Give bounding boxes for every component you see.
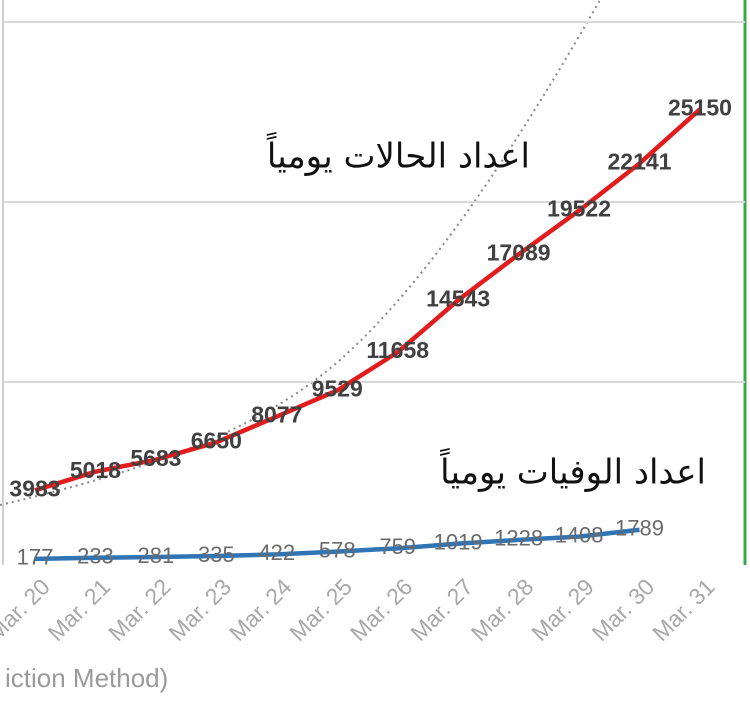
data-label: 1408 [555,522,604,547]
data-label: 335 [198,542,235,567]
data-label: 17089 [487,239,551,265]
data-label: 759 [379,534,416,559]
data-label: 19522 [547,196,611,222]
series-line [34,527,640,562]
annotation: اعداد الحالات يومياً [266,131,530,176]
data-label: 5018 [70,457,121,483]
annotation: اعداد الوفيات يومياً [439,447,706,492]
data-label: 1019 [434,529,483,554]
data-label: 25150 [668,94,732,120]
data-label: 22141 [608,149,672,175]
data-label: 1228 [494,526,543,551]
series-line [34,107,702,493]
data-label: 281 [138,543,175,568]
data-label: 11658 [366,337,429,363]
data-label: 422 [258,540,295,565]
data-label: 14543 [426,285,490,311]
data-label: 3983 [9,475,60,501]
data-label: 1789 [615,516,664,541]
data-label: 8077 [251,402,302,428]
data-label: 233 [77,544,114,569]
data-label: 578 [319,537,356,562]
data-label: 9529 [312,376,363,402]
trend-line [0,0,601,506]
data-label: 6650 [191,427,242,453]
x-axis-title: iction Method) [5,663,168,693]
data-label: 5683 [130,445,181,471]
data-label: 177 [17,545,54,570]
